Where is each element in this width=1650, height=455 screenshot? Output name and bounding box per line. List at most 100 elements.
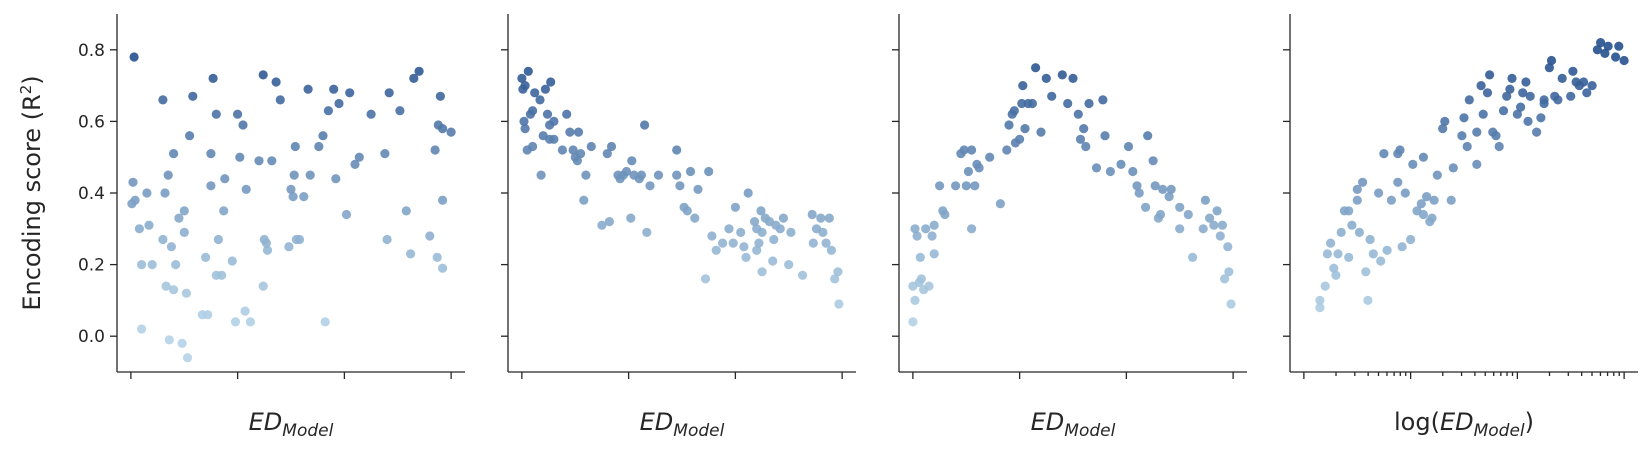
scatter-point: [1175, 202, 1185, 212]
scatter-point: [206, 181, 216, 191]
y-tick-label: 0.2: [78, 256, 105, 276]
scatter-point: [289, 170, 299, 180]
scatter-point: [602, 149, 612, 159]
scatter-point: [565, 127, 575, 137]
scatter-point: [1488, 127, 1498, 137]
panels: 0.0 0.2 0.4 0.6 0.8 EDModel EDModel EDModel log(…: [78, 14, 1638, 441]
scatter-point: [1123, 141, 1134, 152]
scatter-point: [1344, 252, 1354, 262]
scatter-point: [834, 299, 844, 309]
scatter-point: [1212, 206, 1222, 216]
scatter-point: [629, 170, 639, 180]
scatter-point: [1354, 227, 1364, 237]
scatter-point: [259, 234, 269, 245]
scatter-point: [177, 338, 187, 348]
scatter-point: [147, 260, 157, 270]
scatter-point: [1462, 141, 1472, 152]
scatter-point: [535, 95, 545, 105]
scatter-point: [208, 73, 218, 83]
scatter-point: [1079, 124, 1089, 134]
scatter-point: [1205, 213, 1215, 223]
scatter-point: [1091, 163, 1102, 173]
scatter-point: [798, 270, 808, 280]
scatter-point: [345, 88, 355, 98]
scatter-point: [1459, 113, 1469, 123]
scatter-point: [164, 335, 174, 345]
scatter-point: [1358, 177, 1368, 187]
scatter-point: [1476, 81, 1486, 91]
scatter-point: [786, 227, 796, 237]
scatter-point: [1220, 274, 1230, 284]
scatter-point: [1158, 184, 1168, 194]
scatter-point: [784, 260, 794, 270]
scatter-point: [303, 84, 313, 94]
scatter-point: [158, 95, 168, 105]
scatter-point: [1128, 166, 1138, 177]
scatter-point: [286, 184, 296, 194]
scatter-point: [1329, 263, 1339, 273]
scatter-point: [179, 227, 189, 237]
scatter-point: [1105, 166, 1115, 177]
scatter-point: [1432, 170, 1442, 180]
scatter-point: [314, 141, 324, 152]
scatter-point: [538, 131, 548, 141]
scatter-point: [536, 170, 546, 180]
scatter-point: [1075, 134, 1086, 144]
y-axis-title: Encoding score (R2): [17, 75, 46, 310]
scatter-point: [1376, 256, 1386, 266]
scatter-point: [134, 224, 144, 234]
scatter-point: [201, 252, 211, 262]
scatter-point: [284, 242, 294, 252]
scatter-point: [1603, 41, 1613, 51]
scatter-point: [158, 234, 168, 245]
scatter-point: [963, 166, 974, 177]
scatter-point: [354, 152, 364, 162]
scatter-point: [951, 181, 961, 191]
scatter-point: [672, 170, 682, 180]
scatter-point: [433, 120, 443, 130]
scatter-point: [1532, 127, 1542, 137]
scatter-point: [1611, 52, 1621, 62]
scatter-point: [1365, 234, 1375, 245]
scatter-point: [1571, 77, 1581, 87]
scatter-point: [179, 206, 189, 216]
scatter-point: [1223, 242, 1233, 252]
scatter-point: [331, 174, 341, 184]
scatter-point: [1457, 131, 1467, 141]
scatter-point: [642, 227, 652, 237]
scatter-point: [938, 206, 948, 216]
scatter-point: [1224, 267, 1234, 277]
scatter-point: [528, 141, 538, 152]
scatter-point: [169, 285, 179, 295]
scatter-point: [1536, 113, 1546, 123]
scatter-point: [435, 91, 445, 101]
scatter-point: [1002, 145, 1012, 155]
scatter-point: [341, 209, 352, 220]
scatter-point: [1472, 159, 1482, 169]
scatter-point: [768, 256, 778, 266]
scatter-point: [581, 170, 591, 180]
scatter-point: [1155, 209, 1166, 220]
scatter-point: [707, 231, 717, 241]
scatter-point: [549, 134, 559, 144]
scatter-point: [245, 317, 255, 327]
scatter-point: [604, 217, 615, 227]
scatter-point: [1134, 188, 1144, 198]
scatter-point: [1395, 145, 1405, 155]
scatter-point: [1498, 106, 1509, 116]
scatter-point: [517, 73, 527, 83]
scatter-point: [833, 267, 843, 277]
scatter-point: [995, 199, 1006, 209]
scatter-point: [690, 213, 700, 223]
scatter-point: [235, 152, 245, 162]
scatter-point: [1215, 231, 1225, 241]
scatter-point: [1141, 202, 1151, 212]
scatter-point: [811, 224, 822, 234]
scatter-point: [1550, 91, 1560, 101]
scatter-point: [653, 170, 664, 180]
scatter-point: [808, 238, 818, 248]
scatter-point: [128, 177, 138, 187]
scatter-point: [1015, 134, 1025, 144]
scatter-point: [1440, 116, 1450, 126]
x-axis-title: log(EDModel): [1394, 408, 1534, 441]
